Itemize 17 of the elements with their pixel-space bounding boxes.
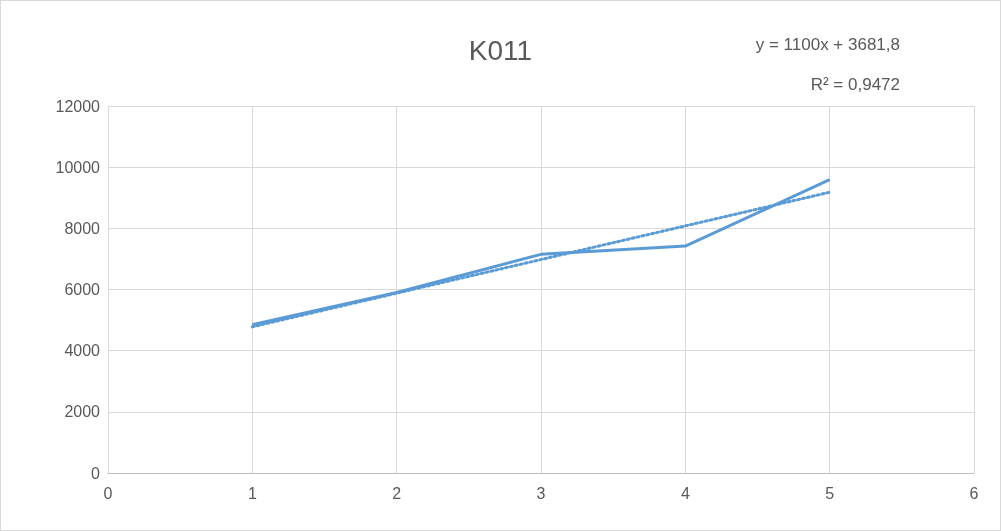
x-tick-label: 4 bbox=[680, 484, 690, 502]
x-tick-label: 6 bbox=[969, 484, 979, 502]
x-tick-label: 2 bbox=[392, 484, 402, 502]
x-tick-label: 0 bbox=[103, 484, 113, 502]
y-tick-label: 6000 bbox=[64, 281, 101, 298]
y-tick-label: 10000 bbox=[55, 158, 101, 176]
y-tick-label: 0 bbox=[91, 464, 101, 482]
y-tick-label: 2000 bbox=[64, 403, 101, 421]
x-tick-label: 1 bbox=[247, 484, 257, 502]
y-tick-label: 8000 bbox=[64, 219, 101, 237]
y-tick-label: 4000 bbox=[64, 342, 101, 360]
text: R² = 0,9472 bbox=[810, 75, 900, 94]
chart-title: K011 bbox=[468, 34, 533, 66]
x-tick-label: 3 bbox=[536, 484, 546, 502]
y-tick-label: 12000 bbox=[55, 97, 101, 115]
x-tick-label: 5 bbox=[825, 484, 835, 502]
text: y = 1100x + 3681,8 bbox=[755, 35, 901, 54]
